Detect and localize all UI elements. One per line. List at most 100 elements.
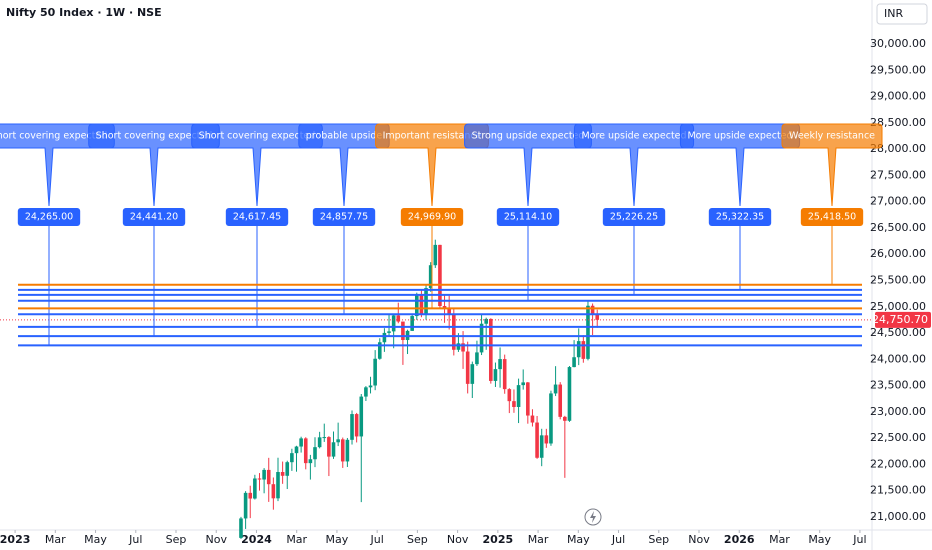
- candle: [253, 474, 257, 500]
- candle-body: [456, 343, 461, 350]
- candle-body: [387, 331, 391, 333]
- candle: [549, 390, 553, 446]
- replay-icon[interactable]: [584, 508, 602, 526]
- candle-body: [558, 384, 563, 417]
- candle-body: [549, 393, 553, 444]
- candle: [539, 428, 544, 467]
- candle-body: [271, 484, 276, 499]
- x-tick-label: Nov: [447, 533, 469, 546]
- last-price-box: [875, 311, 931, 328]
- candle-body: [535, 422, 539, 458]
- x-tick-label: May: [84, 533, 107, 546]
- y-tick-label: 21,000.00: [870, 510, 926, 523]
- candle: [553, 366, 558, 397]
- candle-body: [396, 315, 401, 322]
- y-tick-label: 28,500.00: [870, 116, 926, 129]
- y-tick-label: 24,000.00: [870, 352, 926, 365]
- candle: [387, 314, 391, 336]
- candle: [239, 516, 243, 539]
- candle: [479, 314, 484, 356]
- candle: [317, 431, 322, 449]
- currency: INR: [884, 7, 903, 20]
- candle: [535, 415, 539, 459]
- candle: [489, 318, 493, 384]
- candle: [498, 347, 502, 388]
- candle: [276, 457, 280, 502]
- candle: [516, 378, 521, 424]
- x-tick-label: Sep: [407, 533, 428, 546]
- level-price-box: [708, 208, 772, 226]
- candle: [331, 431, 336, 459]
- candle: [433, 239, 438, 268]
- candle-body: [243, 492, 248, 519]
- candle-body: [262, 469, 266, 480]
- candle: [308, 454, 313, 480]
- y-tick-label: 22,000.00: [870, 457, 926, 470]
- candle: [262, 468, 266, 494]
- candle: [507, 388, 512, 414]
- y-tick-label: 26,500.00: [870, 221, 926, 234]
- candle: [243, 491, 248, 529]
- x-tick-label: Sep: [166, 533, 187, 546]
- candle-body: [345, 439, 350, 462]
- candle-body: [299, 438, 303, 447]
- candle-body: [340, 439, 345, 462]
- level-note: More upside expected: [687, 131, 792, 142]
- candle-body: [410, 316, 414, 331]
- y-tick-label: 24,500.00: [870, 326, 926, 339]
- candle: [567, 366, 572, 422]
- candle-body: [401, 321, 405, 341]
- candle-body: [317, 437, 322, 448]
- y-tick-label: 27,000.00: [870, 195, 926, 208]
- y-tick-label: 27,500.00: [870, 168, 926, 181]
- candle: [373, 350, 377, 391]
- candle-body: [313, 447, 317, 460]
- last-price-label: 24,750.70: [872, 313, 928, 326]
- candle-body: [239, 518, 243, 538]
- candle: [336, 422, 340, 447]
- candle: [544, 428, 549, 448]
- x-tick-label: Jul: [611, 533, 625, 546]
- candle: [350, 410, 354, 445]
- candle: [401, 321, 405, 365]
- level-price-box: [800, 208, 864, 226]
- x-tick-label: Mar: [528, 533, 549, 546]
- x-tick-label: 2023: [0, 533, 30, 546]
- currency-box[interactable]: [876, 3, 928, 25]
- level: More upside expected 25,226.25: [18, 123, 862, 296]
- candle-body: [521, 382, 525, 386]
- level-callout: [781, 123, 883, 207]
- level-price-label: 24,857.75: [320, 212, 368, 223]
- level-note: Weekly resistance: [789, 131, 875, 142]
- level: Weekly resistance 25,418.50: [18, 123, 883, 286]
- candle: [581, 335, 586, 363]
- candle-body: [498, 359, 502, 370]
- candle: [345, 437, 350, 467]
- candle: [340, 437, 345, 468]
- candle-body: [544, 435, 549, 444]
- candle-body: [359, 396, 364, 437]
- level-note: Important resistance: [383, 131, 482, 142]
- candle-body: [470, 364, 475, 384]
- candle-body: [447, 308, 451, 315]
- y-tick-label: 25,500.00: [870, 273, 926, 286]
- y-tick-label: 29,500.00: [870, 63, 926, 76]
- candle-body: [572, 357, 576, 368]
- candle-body: [512, 401, 516, 407]
- candle: [280, 461, 285, 484]
- candle-body: [253, 478, 257, 499]
- candle-body: [507, 389, 512, 402]
- level-price-label: 25,114.10: [504, 212, 552, 223]
- candle-body: [266, 469, 271, 485]
- candle-body: [563, 416, 567, 421]
- candle-body: [493, 369, 498, 381]
- candle-body: [576, 341, 581, 358]
- candle: [294, 445, 299, 472]
- candle-body: [248, 492, 253, 499]
- y-tick-label: 23,500.00: [870, 379, 926, 392]
- candle-body: [364, 387, 368, 397]
- candle-body: [581, 341, 586, 359]
- candle: [576, 328, 581, 366]
